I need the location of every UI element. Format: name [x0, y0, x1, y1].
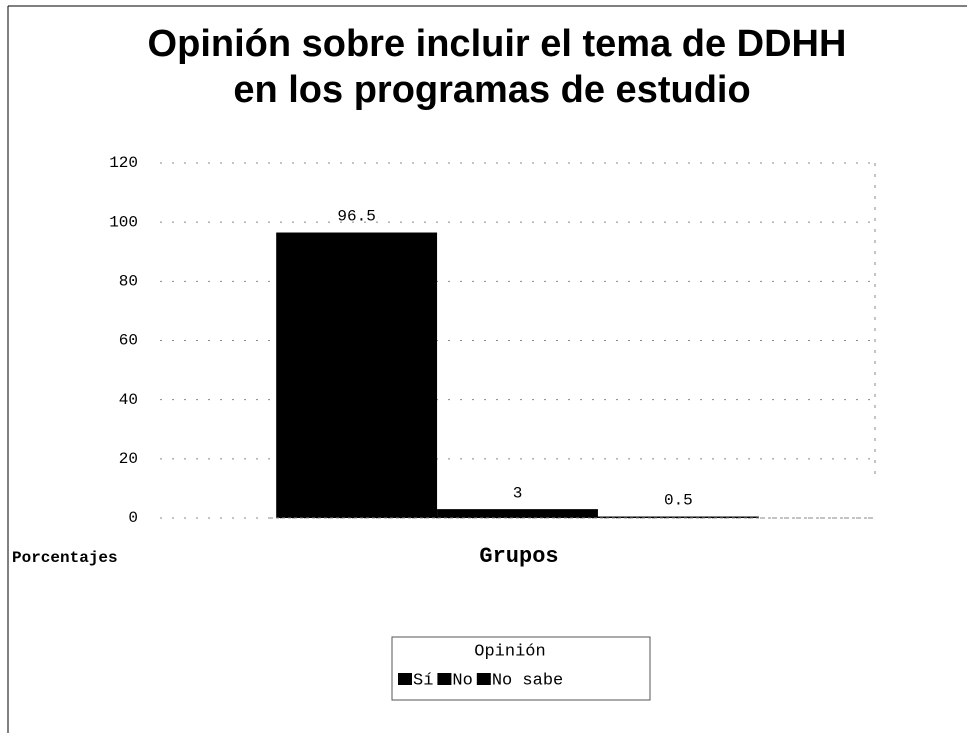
data-label: 0.5 [664, 492, 693, 510]
y-tick-label: 100 [109, 213, 138, 231]
legend-swatch [476, 673, 491, 685]
y-tick-label: 60 [119, 332, 138, 350]
legend-box [391, 636, 651, 701]
y-tick-label: 0 [128, 509, 138, 527]
y-axis-label: Porcentajes [12, 549, 118, 567]
legend-label: No sabe [492, 671, 563, 690]
chart-title: Opinión sobre incluir el tema de DDHH [148, 23, 847, 65]
bar [597, 516, 759, 519]
legend-label: Sí [413, 671, 433, 690]
data-label: 96.5 [337, 208, 375, 226]
bar [276, 232, 438, 519]
legend-swatch [398, 673, 412, 685]
y-tick-label: 80 [119, 273, 138, 291]
data-label: 3 [513, 484, 523, 502]
x-axis-label: Grupos [479, 544, 558, 569]
y-tick-label: 120 [109, 154, 138, 172]
legend-label: No [452, 671, 472, 690]
bar [437, 509, 598, 518]
legend-swatch [437, 673, 452, 685]
y-tick-label: 40 [119, 391, 138, 409]
chart-title: en los programas de estudio [233, 69, 750, 111]
legend-title: Opinión [474, 642, 545, 661]
y-tick-label: 20 [119, 450, 138, 468]
